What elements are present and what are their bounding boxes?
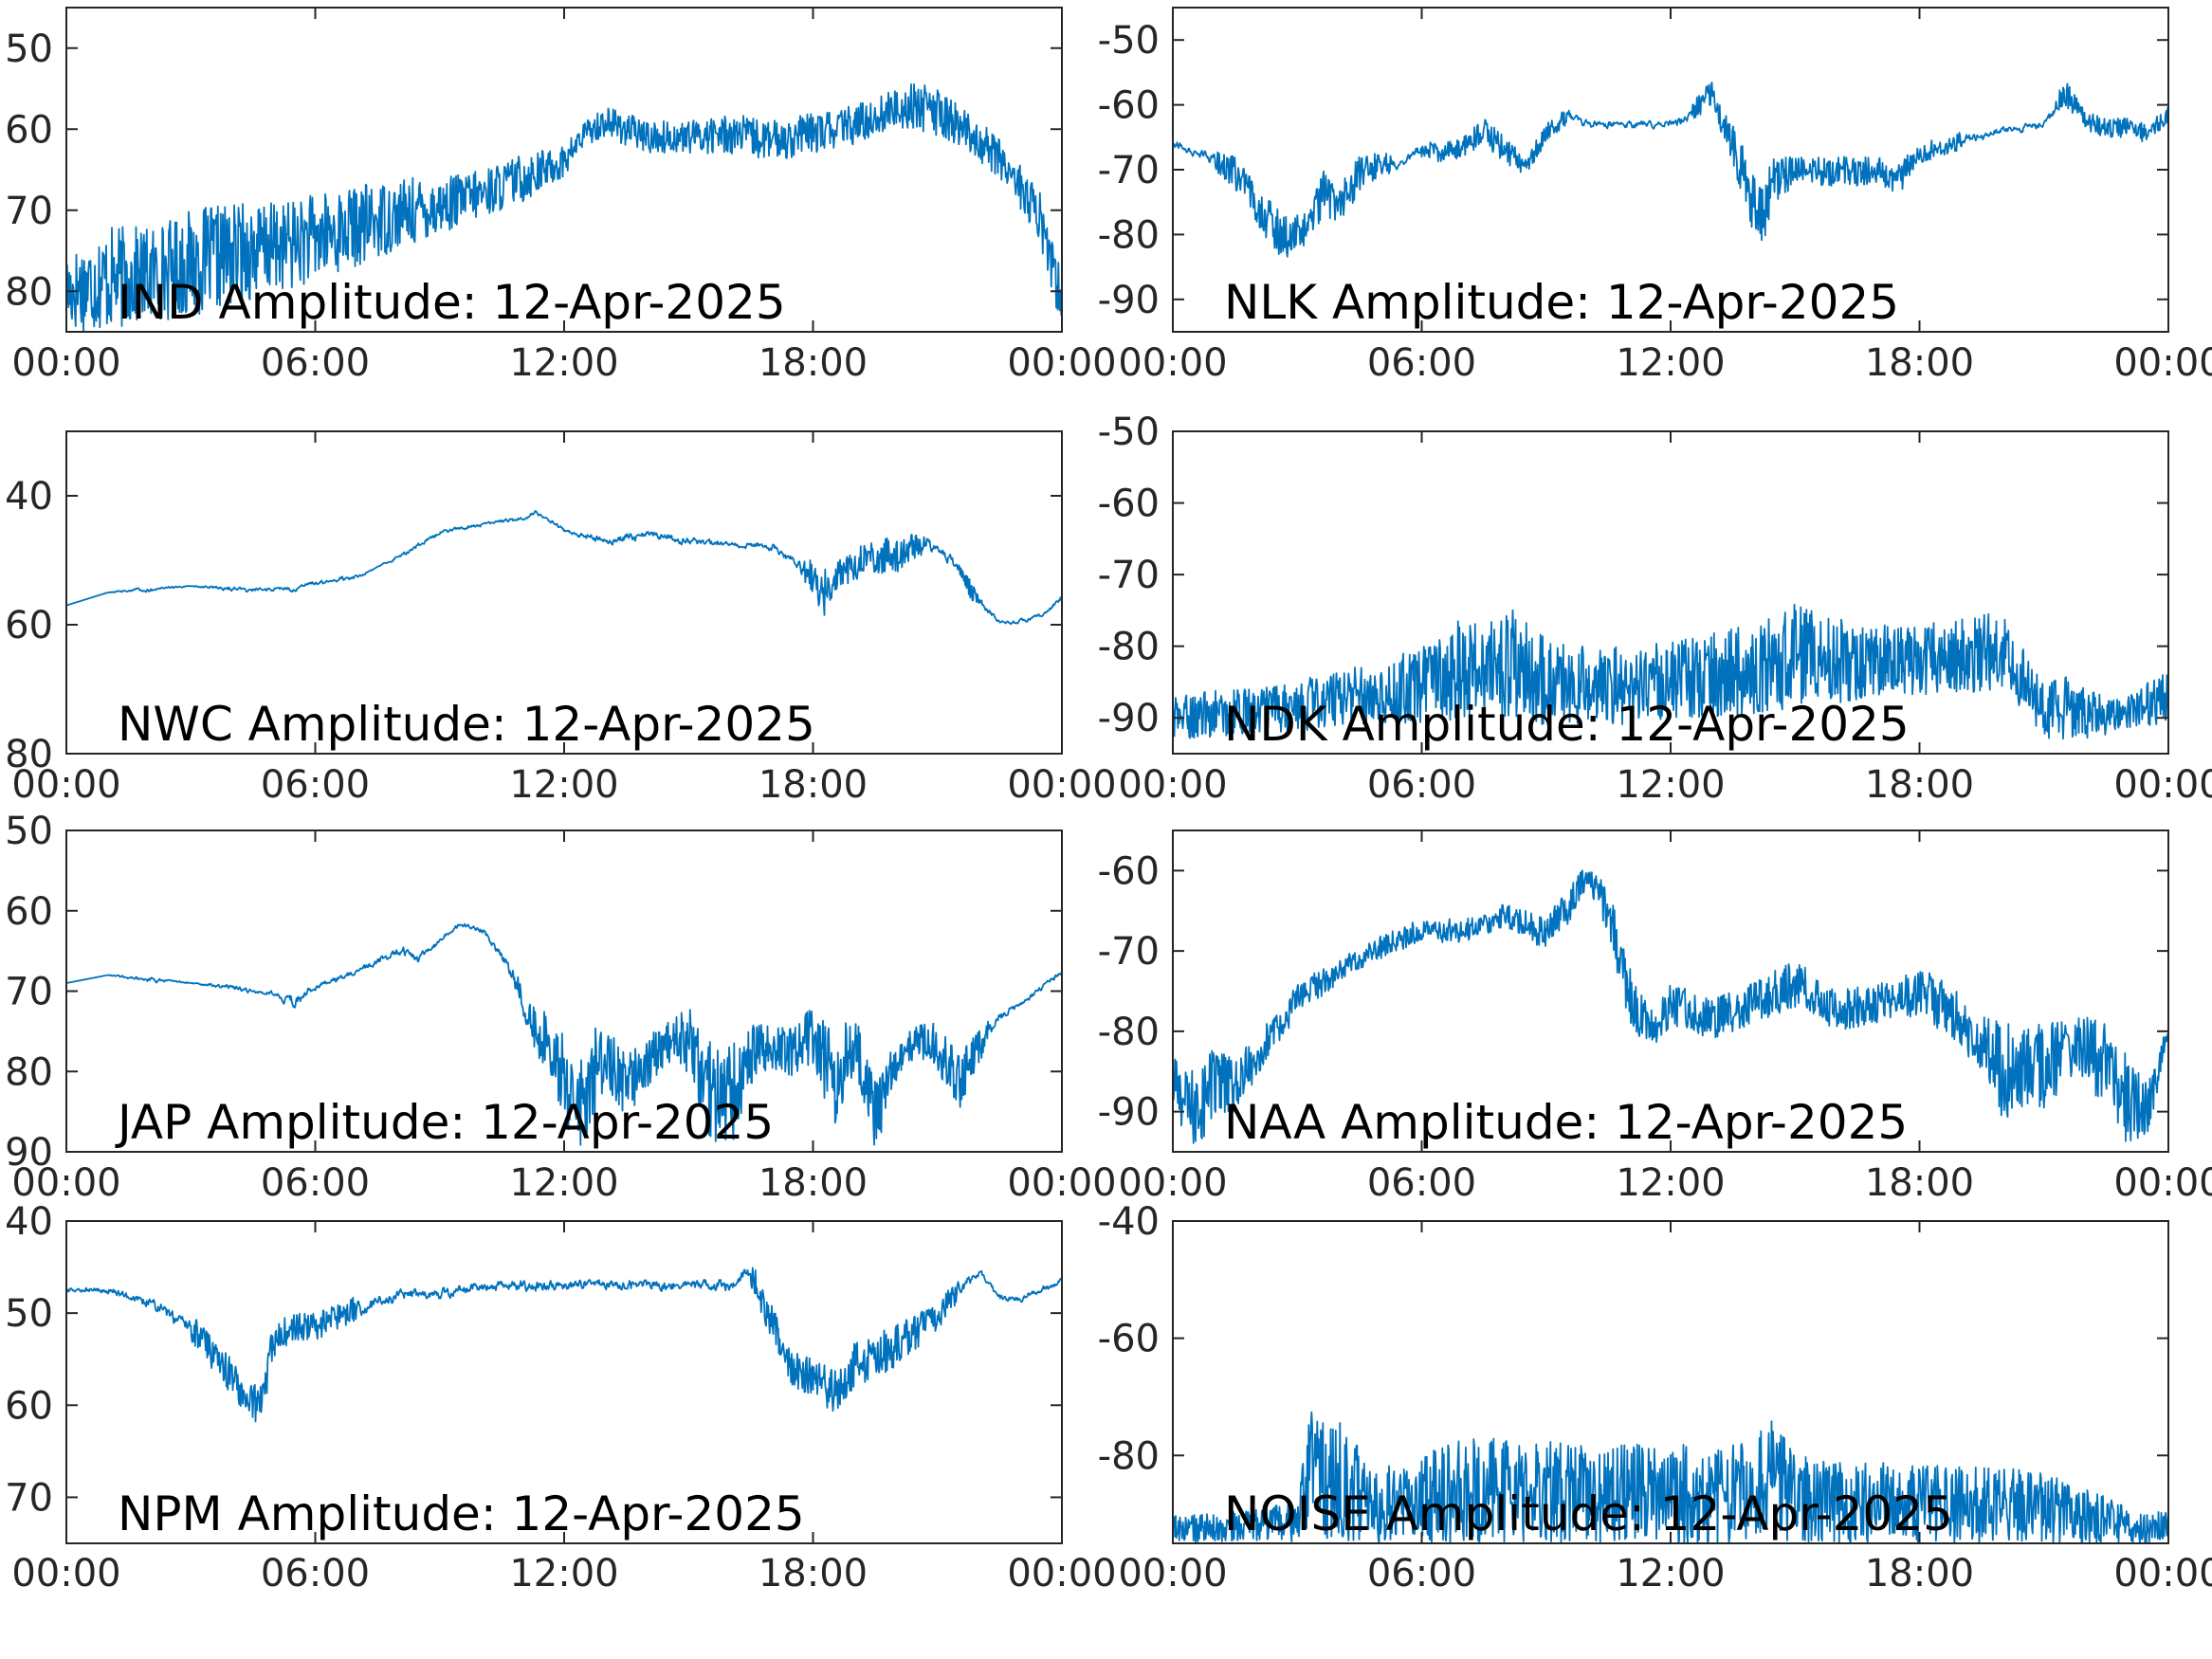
y-tick-label-naa-1: -70 (1098, 930, 1160, 974)
y-tick-label-npm-0: 40 (5, 1200, 53, 1244)
x-tick-label-npm-0: 00:00 (11, 1552, 120, 1595)
x-tick-label-ndk-0: 00:00 (1118, 763, 1227, 807)
y-tick-label-npm-2: 60 (5, 1384, 53, 1428)
y-tick-label-ndk-3: -80 (1098, 626, 1160, 669)
series-line-naa (1173, 869, 2168, 1144)
y-tick-label-naa-0: -60 (1098, 849, 1160, 893)
y-tick-label-ndk-2: -70 (1098, 554, 1160, 597)
x-tick-label-ind-1: 06:00 (261, 341, 370, 385)
y-tick-label-nlk-3: -80 (1098, 213, 1160, 257)
y-tick-label-ind-1: 60 (5, 108, 53, 152)
panel-nwc: 00:00 06:00 12:00 18:00 00:00 40 60 80 NWC Ampli… (5, 430, 1117, 807)
x-tick-label-nwc-1: 06:00 (261, 763, 370, 807)
x-tick-label-ndk-4: 00:00 (2113, 763, 2212, 807)
x-tick-label-nlk-4: 00:00 (2113, 341, 2212, 385)
x-tick-label-noise-3: 18:00 (1865, 1552, 1974, 1595)
x-tick-label-ndk-1: 06:00 (1367, 763, 1476, 807)
x-tick-label-ind-4: 00:00 (1007, 341, 1116, 385)
x-tick-label-npm-1: 06:00 (261, 1552, 370, 1595)
x-tick-label-ind-0: 00:00 (11, 341, 120, 385)
series-line-ind (66, 82, 1062, 332)
x-tick-label-ndk-3: 18:00 (1865, 763, 1974, 807)
y-tick-label-nwc-1: 60 (5, 604, 53, 647)
y-tick-label-naa-3: -90 (1098, 1091, 1160, 1135)
annotation-jap: JAP Amplitude: 12-Apr-2025 (115, 1095, 774, 1150)
x-tick-label-noise-4: 00:00 (2113, 1552, 2212, 1595)
x-tick-label-nlk-3: 18:00 (1865, 341, 1974, 385)
annotation-naa: NAA Amplitude: 12-Apr-2025 (1224, 1095, 1908, 1150)
y-tick-label-ndk-4: -90 (1098, 697, 1160, 740)
series-line-jap (66, 922, 1062, 1146)
y-tick-label-ndk-0: -50 (1098, 410, 1160, 454)
panel-ind: 00:00 06:00 12:00 18:00 00:00 50 60 70 80 IND Amp… (5, 7, 1117, 385)
annotation-npm: NPM Amplitude: 12-Apr-2025 (118, 1486, 805, 1541)
x-tick-label-jap-1: 06:00 (261, 1161, 370, 1205)
y-tick-label-jap-0: 50 (5, 810, 53, 853)
y-tick-label-ndk-1: -60 (1098, 483, 1160, 526)
panel-npm: 00:00 06:00 12:00 18:00 00:00 40 50 60 70 NPM Amp… (5, 1200, 1117, 1595)
y-tick-label-nwc-0: 40 (5, 475, 53, 519)
series-line-ndk (1173, 603, 2168, 740)
annotation-noise: NOISE Amplitude: 12-Apr-2025 (1224, 1486, 1953, 1541)
panel-ndk: 00:00 06:00 12:00 18:00 00:00 -50 -60 -70 -80 -90… (1098, 410, 2212, 807)
panel-jap: 00:00 06:00 12:00 18:00 00:00 50 60 70 80 90 JAP A… (5, 810, 1117, 1205)
series-line-noise (1173, 1411, 2168, 1543)
y-tick-label-jap-1: 60 (5, 890, 53, 934)
panel-noise: 00:00 06:00 12:00 18:00 00:00 -40 -60 -80 NOISE … (1098, 1200, 2212, 1595)
series-line-nlk (1173, 82, 2168, 258)
x-tick-label-ndk-2: 12:00 (1616, 763, 1725, 807)
series-line-npm (66, 1267, 1062, 1423)
y-tick-label-nlk-4: -90 (1098, 279, 1160, 322)
y-tick-label-npm-1: 50 (5, 1292, 53, 1336)
x-tick-label-nwc-2: 12:00 (509, 763, 618, 807)
x-tick-label-jap-4: 00:00 (1007, 1161, 1116, 1205)
y-tick-label-ind-0: 50 (5, 27, 53, 71)
x-tick-label-naa-0: 00:00 (1118, 1161, 1227, 1205)
x-tick-label-noise-2: 12:00 (1616, 1552, 1725, 1595)
annotation-nlk: NLK Amplitude: 12-Apr-2025 (1224, 275, 1899, 330)
y-tick-label-noise-1: -60 (1098, 1318, 1160, 1361)
y-tick-label-noise-0: -40 (1098, 1200, 1160, 1244)
x-tick-label-nwc-4: 00:00 (1007, 763, 1116, 807)
y-tick-label-ind-2: 70 (5, 190, 53, 233)
panel-nlk: 00:00 06:00 12:00 18:00 00:00 -50 -60 -70 -80 -90… (1098, 7, 2212, 385)
y-tick-label-jap-4: 90 (5, 1131, 53, 1175)
x-tick-label-jap-2: 12:00 (509, 1161, 618, 1205)
x-tick-label-npm-2: 12:00 (509, 1552, 618, 1595)
y-tick-label-naa-2: -80 (1098, 1011, 1160, 1054)
panel-naa: 00:00 06:00 12:00 18:00 00:00 -60 -70 -80 -90 NAA… (1098, 830, 2212, 1205)
x-tick-label-nwc-0: 00:00 (11, 763, 120, 807)
x-tick-label-noise-0: 00:00 (1118, 1552, 1227, 1595)
x-tick-label-jap-3: 18:00 (759, 1161, 868, 1205)
annotation-nwc: NWC Amplitude: 12-Apr-2025 (118, 697, 815, 752)
y-tick-label-jap-2: 70 (5, 971, 53, 1014)
x-tick-label-nlk-2: 12:00 (1616, 341, 1725, 385)
x-tick-label-naa-1: 06:00 (1367, 1161, 1476, 1205)
x-tick-label-ind-3: 18:00 (759, 341, 868, 385)
x-tick-label-naa-4: 00:00 (2113, 1161, 2212, 1205)
x-tick-label-npm-4: 00:00 (1007, 1552, 1116, 1595)
x-tick-label-nwc-3: 18:00 (759, 763, 868, 807)
x-tick-label-noise-1: 06:00 (1367, 1552, 1476, 1595)
x-tick-label-ind-2: 12:00 (509, 341, 618, 385)
y-tick-label-noise-2: -80 (1098, 1434, 1160, 1478)
x-tick-label-npm-3: 18:00 (759, 1552, 868, 1595)
x-tick-label-jap-0: 00:00 (11, 1161, 120, 1205)
y-tick-label-jap-3: 80 (5, 1050, 53, 1094)
y-tick-label-ind-3: 80 (5, 270, 53, 314)
y-tick-label-nlk-2: -70 (1098, 149, 1160, 192)
y-tick-label-nlk-0: -50 (1098, 19, 1160, 63)
annotation-ndk: NDK Amplitude: 12-Apr-2025 (1224, 697, 1910, 752)
x-tick-label-naa-2: 12:00 (1616, 1161, 1725, 1205)
annotation-ind: IND Amplitude: 12-Apr-2025 (118, 275, 786, 330)
y-tick-label-nwc-2: 80 (5, 733, 53, 776)
x-tick-label-naa-3: 18:00 (1865, 1161, 1974, 1205)
x-tick-label-nlk-1: 06:00 (1367, 341, 1476, 385)
x-tick-label-nlk-0: 00:00 (1118, 341, 1227, 385)
series-line-nwc (66, 510, 1062, 626)
y-tick-label-nlk-1: -60 (1098, 84, 1160, 128)
y-tick-label-npm-3: 70 (5, 1476, 53, 1520)
